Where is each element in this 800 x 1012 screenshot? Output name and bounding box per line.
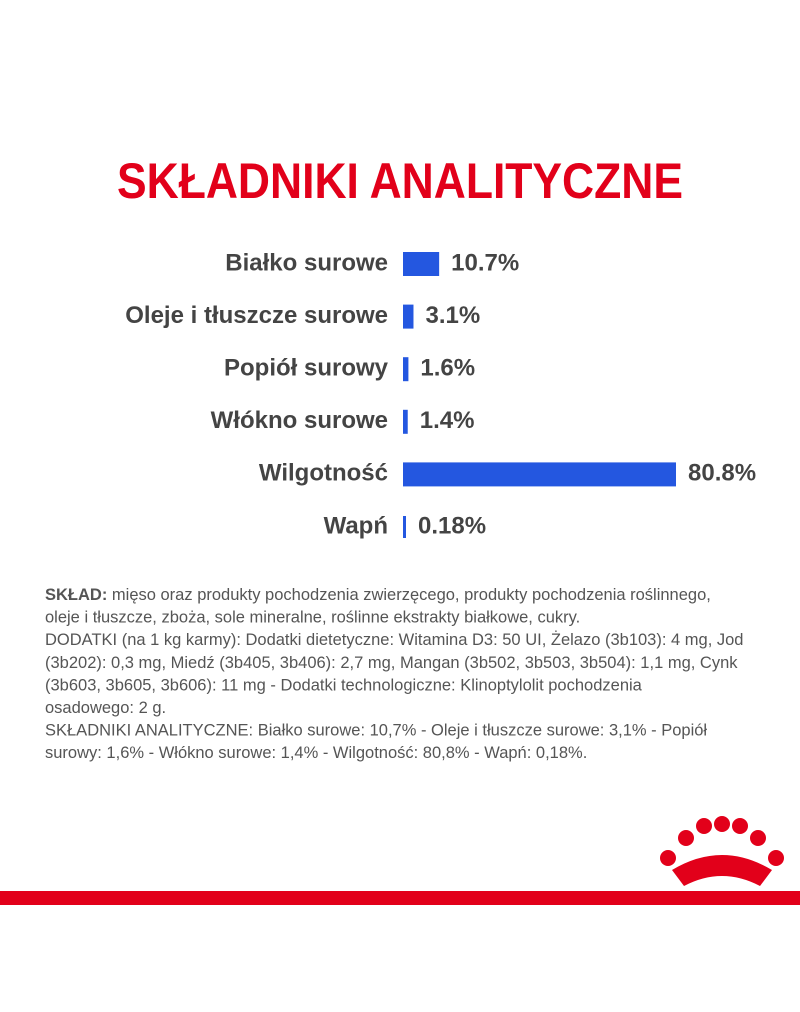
composition-line: surowy: 1,6% - Włókno surowe: 1,4% - Wil…: [45, 745, 587, 763]
bar: [403, 462, 676, 487]
value-label: 10.7%: [451, 249, 519, 276]
category-label: Wilgotność: [259, 460, 388, 487]
bar: [403, 252, 440, 276]
bar: [403, 357, 409, 382]
composition-line: DODATKI (na 1 kg karmy): Dodatki dietety…: [45, 631, 743, 650]
composition-line: osadowego: 2 g.: [45, 699, 166, 717]
bar: [403, 304, 414, 329]
value-label: 0.18%: [418, 512, 486, 539]
category-label: Wapń: [324, 512, 388, 539]
composition-line: SKŁAD: mięso oraz produkty pochodzenia z…: [45, 586, 711, 604]
value-label: 1.4%: [420, 407, 475, 434]
red-band: [0, 891, 800, 905]
composition-text: (3b202): 0,3 mg, Miedź (3b405, 3b406): 2…: [45, 654, 738, 672]
category-label: Popiół surowy: [224, 355, 389, 382]
composition-text: DODATKI (na 1 kg karmy): Dodatki dietety…: [45, 631, 743, 650]
category-label: Włókno surowe: [211, 407, 388, 434]
composition-line: SKŁADNIKI ANALITYCZNE: Białko surowe: 10…: [45, 722, 707, 740]
composition-text: (3b603, 3b605, 3b606): 11 mg - Dodatki t…: [45, 677, 643, 695]
composition-text: surowy: 1,6% - Włókno surowe: 1,4% - Wil…: [45, 745, 587, 763]
value-label: 3.1%: [425, 302, 480, 329]
bar: [403, 516, 406, 538]
composition-text: mięso oraz produkty pochodzenia zwierzęc…: [107, 586, 711, 604]
composition-line: (3b202): 0,3 mg, Miedź (3b405, 3b406): 2…: [45, 654, 738, 672]
bar: [403, 409, 408, 434]
logo: [660, 816, 784, 886]
value-label: 1.6%: [420, 355, 475, 382]
chart-title: SKŁADNIKI ANALITYCZNE: [117, 153, 683, 209]
composition-label: SKŁAD:: [45, 586, 107, 604]
composition-text: SKŁADNIKI ANALITYCZNE: Białko surowe: 10…: [45, 722, 707, 740]
category-label: Oleje i tłuszcze surowe: [125, 302, 388, 329]
composition-line: oleje i tłuszcze, zboża, sole mineralne,…: [45, 609, 580, 627]
category-label: Białko surowe: [225, 249, 388, 276]
value-label: 80.8%: [688, 460, 756, 487]
composition-text: osadowego: 2 g.: [45, 699, 166, 717]
composition-text: oleje i tłuszcze, zboża, sole mineralne,…: [45, 609, 580, 627]
composition-line: (3b603, 3b605, 3b606): 11 mg - Dodatki t…: [45, 677, 643, 695]
